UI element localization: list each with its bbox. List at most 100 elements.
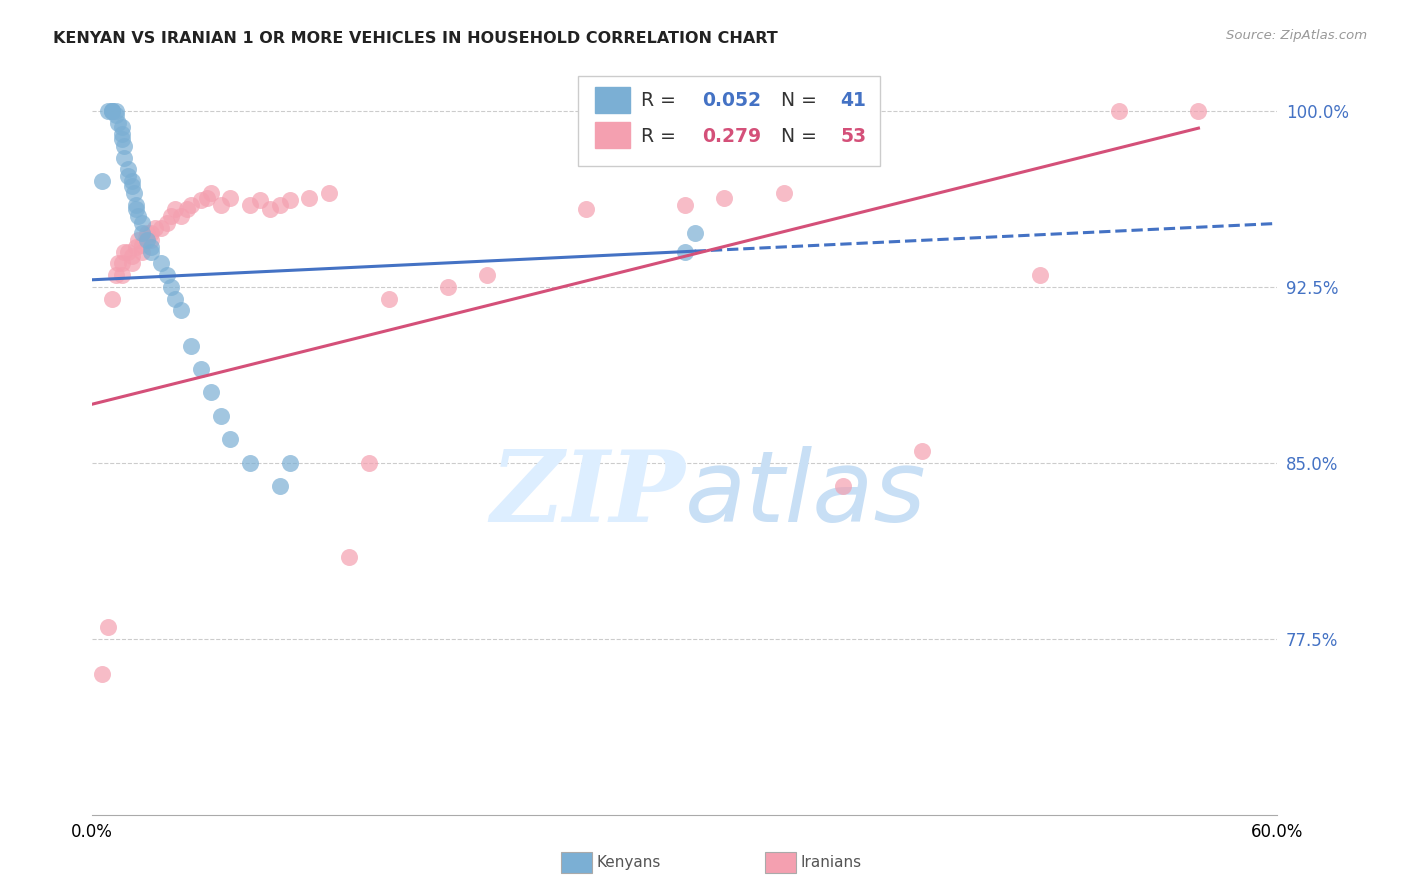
Text: Source: ZipAtlas.com: Source: ZipAtlas.com	[1226, 29, 1367, 42]
Point	[831, 479, 853, 493]
Point	[117, 244, 139, 259]
Point	[278, 193, 301, 207]
Point	[200, 186, 222, 200]
Point	[180, 338, 202, 352]
Point	[104, 103, 127, 118]
Point	[136, 233, 159, 247]
Point	[1029, 268, 1052, 282]
Point	[150, 221, 173, 235]
Point	[127, 210, 149, 224]
Point	[165, 202, 187, 217]
Point	[377, 292, 399, 306]
Point	[107, 256, 129, 270]
FancyBboxPatch shape	[595, 87, 630, 113]
Text: 53: 53	[841, 128, 866, 146]
Point	[200, 385, 222, 400]
Point	[112, 244, 135, 259]
Point	[269, 197, 291, 211]
Point	[772, 186, 794, 200]
Point	[436, 280, 458, 294]
Point	[111, 128, 134, 142]
Point	[1108, 103, 1130, 118]
Point	[117, 162, 139, 177]
Point	[911, 444, 934, 458]
Point	[673, 197, 696, 211]
Point	[219, 433, 242, 447]
Point	[209, 197, 232, 211]
Point	[170, 210, 193, 224]
Point	[121, 256, 143, 270]
Point	[156, 268, 179, 282]
Point	[575, 202, 598, 217]
Point	[117, 169, 139, 184]
Point	[141, 226, 163, 240]
Text: 0.279: 0.279	[703, 128, 762, 146]
Point	[111, 120, 134, 135]
Point	[219, 191, 242, 205]
Point	[122, 186, 145, 200]
Text: 0.052: 0.052	[703, 91, 762, 110]
Point	[121, 178, 143, 193]
Point	[209, 409, 232, 423]
Text: Iranians: Iranians	[800, 855, 860, 870]
Point	[101, 103, 124, 118]
Point	[136, 226, 159, 240]
Text: N =: N =	[780, 128, 823, 146]
Point	[1187, 103, 1209, 118]
Point	[357, 456, 380, 470]
Point	[111, 268, 134, 282]
Point	[141, 244, 163, 259]
Point	[121, 249, 143, 263]
Point	[101, 292, 124, 306]
Point	[131, 237, 153, 252]
Point	[259, 202, 281, 217]
Point	[141, 233, 163, 247]
FancyBboxPatch shape	[595, 121, 630, 148]
Point	[239, 197, 262, 211]
Point	[176, 202, 198, 217]
Text: ZIP: ZIP	[489, 446, 685, 542]
Point	[150, 256, 173, 270]
Point	[160, 210, 183, 224]
Point	[134, 230, 156, 244]
Text: R =: R =	[641, 91, 682, 110]
Point	[112, 151, 135, 165]
Point	[298, 191, 321, 205]
Point	[141, 240, 163, 254]
Point	[165, 292, 187, 306]
Point	[180, 197, 202, 211]
Text: N =: N =	[780, 91, 823, 110]
Point	[104, 268, 127, 282]
Point	[101, 103, 124, 118]
FancyBboxPatch shape	[578, 76, 880, 166]
Point	[713, 191, 735, 205]
Point	[278, 456, 301, 470]
Point	[239, 456, 262, 470]
Point	[124, 240, 146, 254]
Text: R =: R =	[641, 128, 682, 146]
Text: atlas: atlas	[685, 445, 927, 542]
Point	[111, 132, 134, 146]
Point	[190, 193, 212, 207]
Point	[131, 226, 153, 240]
Point	[269, 479, 291, 493]
Point	[337, 549, 360, 564]
Text: 41: 41	[841, 91, 866, 110]
Point	[683, 226, 706, 240]
Text: Kenyans: Kenyans	[596, 855, 661, 870]
Point	[127, 233, 149, 247]
Point	[131, 244, 153, 259]
Point	[107, 115, 129, 129]
Point	[112, 139, 135, 153]
Point	[318, 186, 340, 200]
Point	[673, 244, 696, 259]
Point	[195, 191, 218, 205]
Point	[131, 217, 153, 231]
Point	[190, 362, 212, 376]
Point	[156, 217, 179, 231]
Point	[91, 174, 114, 188]
Point	[97, 103, 120, 118]
Point	[104, 108, 127, 122]
Point	[111, 256, 134, 270]
Text: KENYAN VS IRANIAN 1 OR MORE VEHICLES IN HOUSEHOLD CORRELATION CHART: KENYAN VS IRANIAN 1 OR MORE VEHICLES IN …	[53, 31, 778, 46]
